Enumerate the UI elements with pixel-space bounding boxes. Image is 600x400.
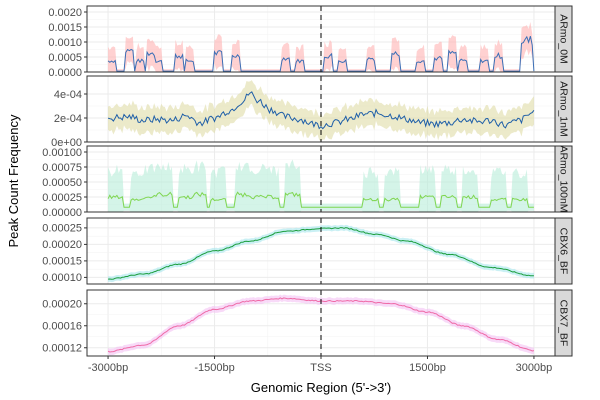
facet-strip-label: ARmo_0M (558, 14, 570, 64)
y-tick-label: 0.00010 (42, 272, 82, 284)
x-tick-label: 1500bp (409, 362, 446, 374)
y-tick-label: 0.00015 (42, 256, 82, 268)
y-tick-label: 0.00025 (42, 223, 82, 235)
confidence-band (108, 80, 534, 142)
confidence-band (108, 159, 534, 212)
right-margin (572, 0, 600, 400)
series-line (107, 91, 535, 130)
y-tick-label: 0.0020 (48, 7, 82, 19)
series-group (107, 159, 534, 212)
facet-strip-label: ARmo_1nM (558, 81, 570, 136)
y-tick-label: 0e+00 (51, 137, 82, 149)
y-tick-label: 0.0010 (48, 37, 82, 49)
facet-strip (554, 75, 573, 143)
facet-strip-label: ARmo_100nM (558, 145, 570, 212)
y-tick-label: 0.0015 (48, 22, 82, 34)
facet-strip (554, 5, 573, 73)
x-tick-label: -3000bp (88, 362, 128, 374)
y-tick-label: 2e-04 (54, 113, 82, 125)
x-tick-label: -1500bp (194, 362, 234, 374)
facet-strip-label: CBX7_BF (558, 300, 570, 347)
x-axis-title: Genomic Region (5'->3') (251, 380, 391, 395)
y-tick-label: 0.00025 (42, 192, 82, 204)
facet-panel-armo_1nm: 0e+00 2e-04 4e-04 ARmo_1nM (51, 75, 573, 149)
y-tick-label: 0.00100 (42, 147, 82, 159)
facet-panel-cbx6_bf: 0.00010 0.00015 0.00020 0.00025 CBX6_BF (42, 217, 573, 285)
x-axis-ticks: -3000bp -1500bp TSS 1500bp 3000bp (88, 356, 552, 374)
series-line (107, 191, 534, 208)
facet-panel-cbx7_bf: 0.00012 0.00016 0.00020 CBX7_BF (42, 289, 573, 357)
y-tick-label: 0.00075 (42, 162, 82, 174)
y-tick-label: 0.00016 (42, 321, 82, 333)
facet-strip (554, 289, 573, 357)
y-axis-title: Peak Count Frequency (6, 114, 21, 247)
chart-panels: 0.0000 0.0005 0.0010 0.0015 0.0020 ARmo_0M 0e+… (42, 5, 573, 357)
x-tick-label: TSS (310, 362, 331, 374)
facet-strip-label: CBX6_BF (558, 228, 570, 275)
confidence-band (108, 22, 534, 72)
y-tick-label: 0.00020 (42, 299, 82, 311)
facet-panel-armo_100nm: 0.00000 0.00025 0.00050 0.00075 0.00100 ARmo_… (42, 145, 573, 219)
y-tick-label: 0.00000 (42, 207, 82, 219)
y-tick-label: 0.0005 (48, 52, 82, 64)
facet-strip (554, 145, 573, 213)
y-tick-label: 0.00012 (42, 343, 82, 355)
confidence-band (108, 224, 534, 283)
facet-strip (554, 217, 573, 285)
x-tick-label: 3000bp (516, 362, 553, 374)
y-tick-label: 0.00050 (42, 177, 82, 189)
y-tick-label: 0.0000 (48, 67, 82, 79)
facet-panel-armo_0m: 0.0000 0.0005 0.0010 0.0015 0.0020 ARmo_0M (48, 5, 573, 79)
series-group (107, 80, 535, 142)
y-tick-label: 0.00020 (42, 239, 82, 251)
y-tick-label: 4e-04 (54, 89, 82, 101)
